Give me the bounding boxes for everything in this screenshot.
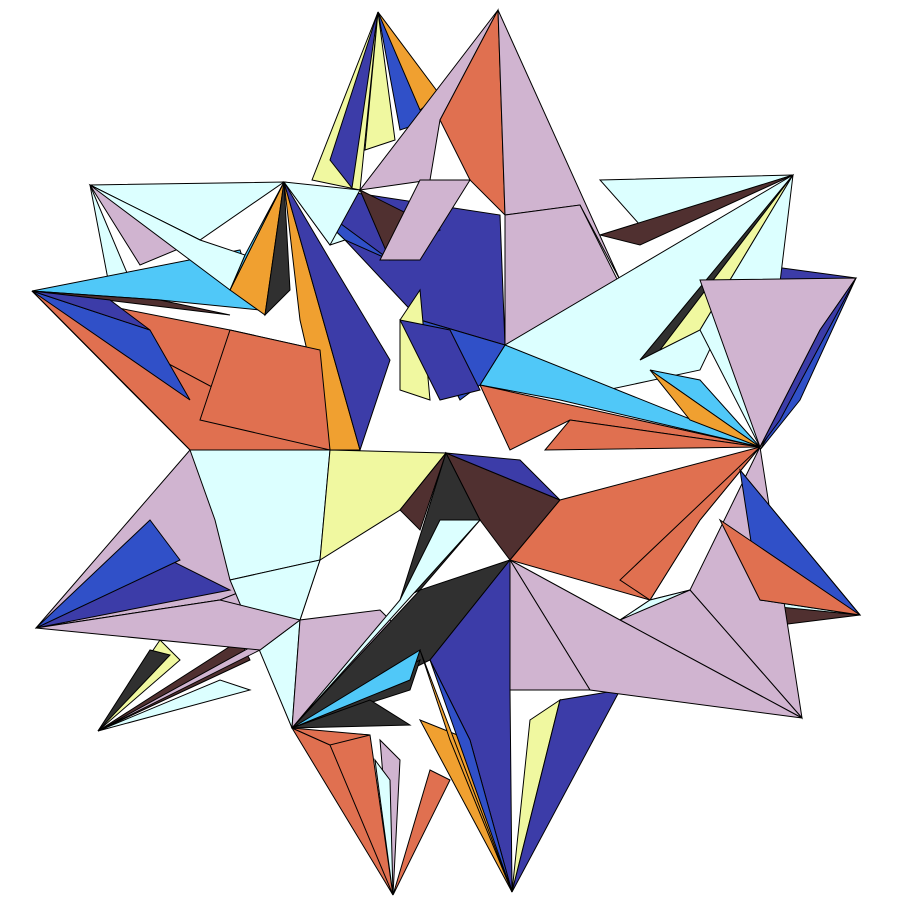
- polyhedron-face: [291, 699, 412, 729]
- polyhedron-face: [399, 452, 447, 531]
- polyhedron-face: [445, 452, 561, 501]
- polyhedron-face: [35, 519, 181, 629]
- polyhedron-face: [264, 181, 291, 317]
- polyhedron-face: [311, 11, 379, 191]
- polyhedron-face: [329, 11, 379, 190]
- polyhedron-face: [282, 181, 361, 246]
- polyhedron-face: [419, 649, 513, 893]
- polyhedron-face: [379, 179, 471, 261]
- polyhedron-face: [392, 769, 451, 896]
- polyhedron-face: [374, 758, 394, 896]
- polyhedron-face: [97, 679, 252, 732]
- polyhedron-face: [649, 369, 761, 448]
- polyhedron-face: [89, 184, 246, 291]
- polyhedron-face: [291, 519, 482, 729]
- polyhedron-face: [291, 648, 421, 729]
- polyhedron-face: [35, 599, 302, 651]
- polyhedron-face: [543, 419, 761, 451]
- polyhedron-face: [718, 518, 861, 616]
- polyhedron-face: [31, 290, 191, 451]
- polyhedron-face: [511, 689, 621, 893]
- polyhedron-face: [364, 11, 396, 151]
- polyhedron-face: [97, 649, 171, 732]
- polyhedron-face: [619, 589, 691, 621]
- polyhedron-face: [283, 181, 391, 452]
- polyhedron-face: [598, 174, 794, 246]
- polyhedron-face: [31, 290, 151, 331]
- polyhedron-face: [429, 659, 513, 893]
- polyhedron-face: [291, 727, 371, 746]
- polyhedron-face: [399, 319, 481, 401]
